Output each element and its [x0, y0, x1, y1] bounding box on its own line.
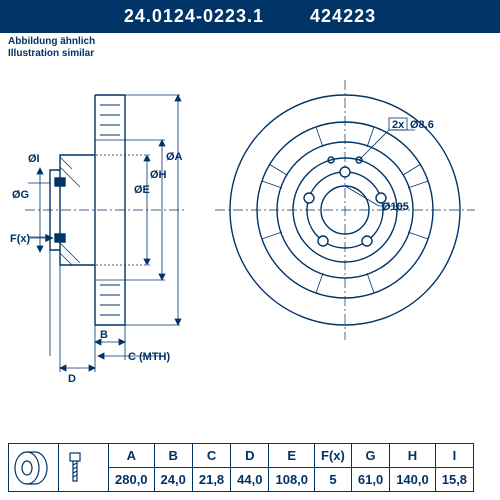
subtitle: Abbildung ähnlich Illustration similar — [8, 36, 95, 60]
disc-icon — [11, 449, 55, 487]
header-bar: 24.0124-0223.1 424223 — [0, 0, 500, 33]
label-diamI: ØI — [28, 153, 40, 165]
svg-text:2x: 2x — [392, 119, 405, 131]
val-F: 5 — [315, 468, 352, 492]
label-Fx: F(x) — [10, 233, 31, 245]
part-number-1: 24.0124-0223.1 — [124, 6, 264, 26]
label-B: B — [100, 329, 108, 341]
col-C: C — [192, 444, 230, 468]
bolt-icon — [61, 449, 89, 487]
col-F: F(x) — [315, 444, 352, 468]
svg-text:Ø8,6: Ø8,6 — [410, 119, 434, 131]
col-A: A — [109, 444, 155, 468]
val-C: 21,8 — [192, 468, 230, 492]
val-E: 108,0 — [269, 468, 315, 492]
label-holeDiam: Ø8,6 — [410, 119, 434, 131]
val-D: 44,0 — [231, 468, 269, 492]
label-diamE: ØE — [134, 184, 150, 196]
label-C: C (MTH) — [128, 351, 170, 363]
disc-icon-cell — [9, 444, 59, 492]
col-G: G — [351, 444, 389, 468]
subtitle-line2: Illustration similar — [8, 48, 95, 60]
val-B: 24,0 — [154, 468, 192, 492]
spec-table: A B C D E F(x) G H I 280,0 24,0 21,8 44,… — [8, 443, 474, 492]
label-centerDiam: Ø105 — [382, 201, 409, 213]
label-diamA: ØA — [166, 151, 183, 163]
val-A: 280,0 — [109, 468, 155, 492]
val-I: 15,8 — [435, 468, 473, 492]
subtitle-line1: Abbildung ähnlich — [8, 36, 95, 48]
col-B: B — [154, 444, 192, 468]
val-H: 140,0 — [390, 468, 436, 492]
val-G: 61,0 — [351, 468, 389, 492]
technical-drawing: ØI ØG ØE ØH ØA F(x) B D C (MTH) 2x Ø8,6 … — [0, 60, 500, 400]
label-holes: 2x — [392, 119, 405, 131]
label-diamH: ØH — [150, 169, 167, 181]
col-I: I — [435, 444, 473, 468]
table-header-row: A B C D E F(x) G H I — [9, 444, 474, 468]
col-E: E — [269, 444, 315, 468]
part-number-2: 424223 — [310, 6, 376, 26]
col-D: D — [231, 444, 269, 468]
front-view — [215, 80, 475, 340]
label-diamG: ØG — [12, 189, 29, 201]
bolt-icon-cell — [59, 444, 109, 492]
label-D: D — [68, 373, 76, 385]
col-H: H — [390, 444, 436, 468]
